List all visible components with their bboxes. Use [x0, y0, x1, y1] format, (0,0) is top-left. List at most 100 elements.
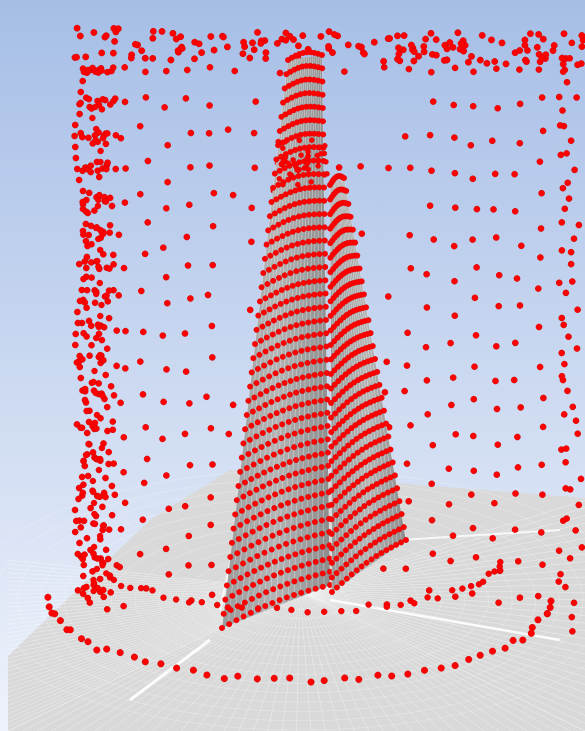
sample-point — [395, 50, 403, 58]
blade-section-point — [274, 396, 281, 403]
blade-section-point — [285, 553, 292, 560]
blade-section-point — [318, 437, 325, 444]
sample-point — [203, 393, 210, 401]
blade-section-point — [321, 237, 328, 244]
blade-section-point — [249, 595, 255, 602]
sample-point — [165, 571, 173, 578]
blade-section-point — [238, 507, 245, 514]
sample-point — [559, 184, 567, 192]
sample-point — [85, 440, 92, 448]
sample-point — [498, 39, 506, 47]
sample-point — [106, 221, 114, 229]
sample-point — [104, 555, 112, 563]
sample-point — [157, 660, 165, 668]
ground-grid-line — [94, 589, 301, 731]
sample-point — [87, 322, 95, 330]
sample-point — [137, 287, 145, 295]
blade-section-point — [271, 170, 278, 177]
sample-point — [56, 617, 64, 625]
sample-point — [100, 356, 107, 364]
blade-section-point — [251, 394, 258, 401]
blade-section-point — [257, 337, 264, 344]
sample-point — [80, 561, 88, 569]
blade-section-point — [332, 468, 339, 475]
sample-point — [450, 101, 458, 109]
sample-point — [555, 547, 563, 555]
sample-point — [495, 599, 502, 607]
blade-section-point — [241, 599, 248, 606]
sample-point — [469, 432, 477, 440]
sample-point — [547, 597, 555, 605]
blade-section-point — [245, 451, 252, 457]
sample-point — [273, 40, 281, 47]
blade-section-point — [240, 560, 246, 567]
sample-point — [203, 671, 211, 679]
sample-point — [181, 502, 189, 510]
blade-section-point — [291, 511, 298, 518]
sample-point — [74, 587, 82, 594]
sample-point — [107, 589, 114, 596]
sample-point — [388, 672, 396, 680]
sample-point — [564, 387, 571, 395]
blade-section-point — [270, 518, 277, 525]
sample-point — [511, 170, 518, 178]
blade-section-point — [356, 506, 363, 513]
blade-section-point — [256, 525, 263, 532]
sample-point — [122, 327, 129, 335]
ground-grid-line — [299, 589, 585, 639]
sample-point — [558, 314, 566, 322]
sample-point — [468, 590, 476, 597]
sample-point — [87, 168, 94, 176]
sample-point — [89, 488, 97, 496]
blade-cluster-point — [323, 159, 329, 165]
blade-section-point — [352, 239, 359, 246]
blade-section-point — [356, 265, 363, 272]
sample-point — [185, 201, 193, 209]
sample-point — [566, 555, 574, 562]
blade-section-point — [294, 308, 300, 315]
sample-point — [492, 377, 499, 385]
blade-section-point — [311, 385, 318, 392]
sample-point — [460, 47, 467, 55]
blade-section-point — [316, 224, 323, 231]
sample-point — [117, 526, 125, 533]
ground-grid-line — [299, 589, 528, 731]
blade-section-point — [298, 589, 305, 596]
blade-section-point — [281, 380, 288, 386]
sample-point — [99, 503, 106, 511]
blade-section-point — [337, 507, 344, 514]
ground-grid-line — [299, 589, 326, 731]
sample-point — [470, 68, 477, 76]
blade-section-point — [232, 511, 239, 518]
blade-section-point — [244, 518, 251, 525]
sample-point — [181, 430, 189, 438]
blade-section-point — [247, 609, 254, 616]
sample-point — [566, 486, 574, 493]
sample-point — [97, 158, 104, 166]
sample-point — [220, 675, 228, 683]
sample-point — [469, 175, 477, 183]
blade-section-point — [343, 575, 350, 582]
sample-point — [538, 189, 545, 197]
sample-point — [538, 54, 546, 62]
blade-section-point — [278, 193, 284, 200]
sample-point — [404, 329, 411, 337]
sample-point — [82, 451, 90, 459]
sample-point — [557, 570, 564, 578]
blade-section-point — [272, 491, 279, 498]
blade-section-point — [291, 444, 298, 451]
sample-point — [574, 306, 581, 314]
sample-point — [479, 578, 487, 585]
sample-point — [100, 586, 107, 594]
sample-point — [534, 592, 542, 600]
sample-point — [51, 610, 59, 618]
blade-surfaces — [219, 49, 409, 631]
sample-point — [428, 516, 436, 524]
blade-section-point — [252, 500, 259, 507]
sample-point — [567, 137, 575, 144]
sample-point — [563, 515, 570, 522]
sample-point — [491, 568, 498, 575]
blade-section-point — [321, 211, 328, 217]
blade-section-point — [311, 331, 318, 338]
